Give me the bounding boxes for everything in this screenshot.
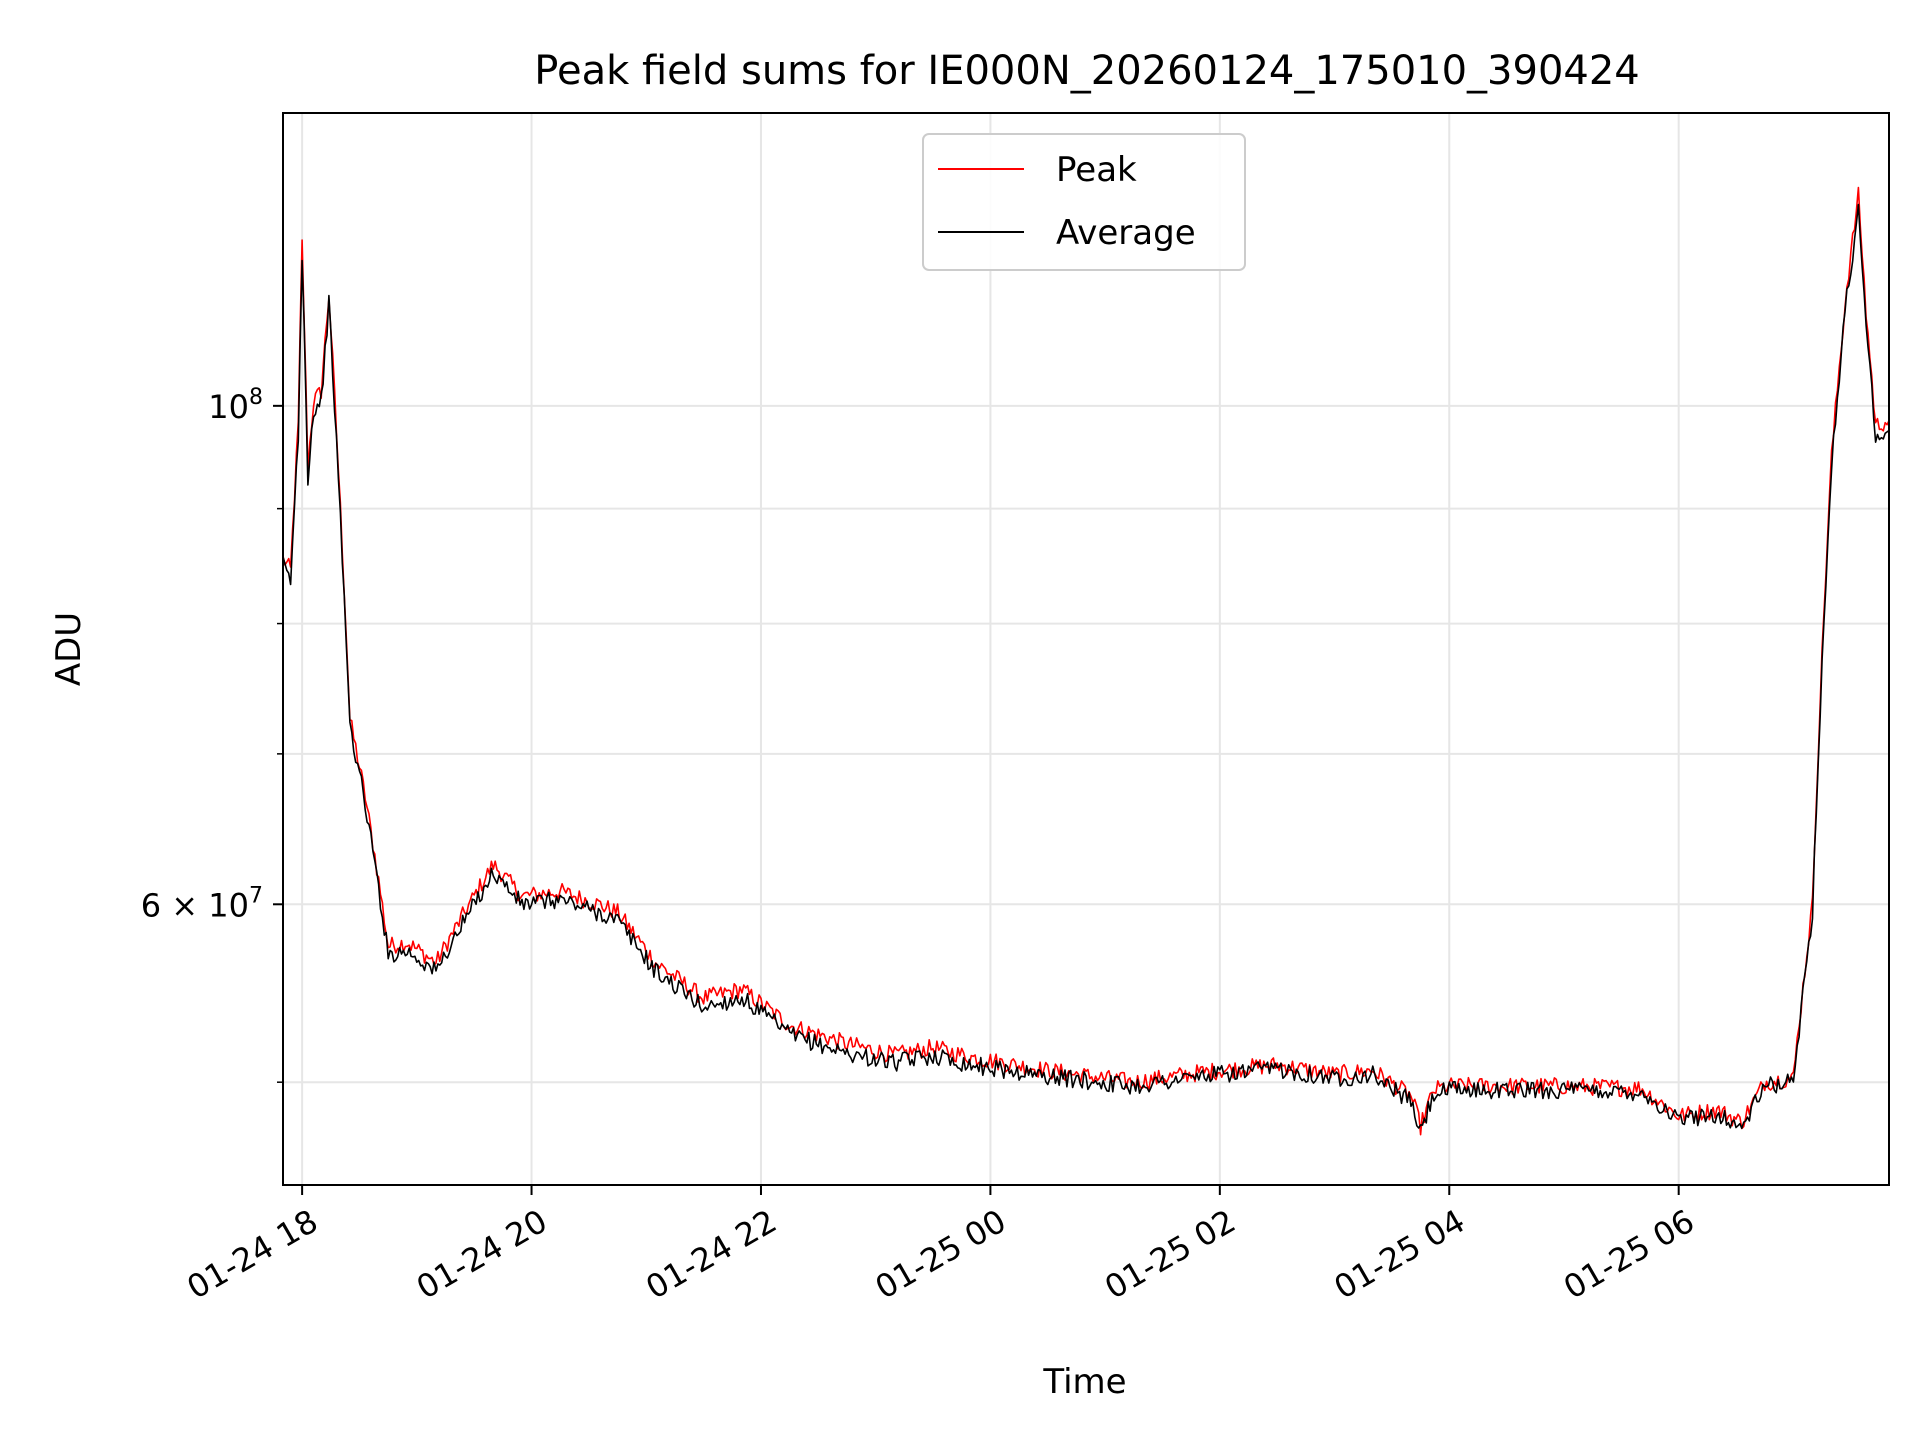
series-line-peak <box>282 186 1890 1136</box>
plot-frame <box>282 112 1890 1186</box>
x-axis-label: Time <box>1042 1362 1126 1402</box>
y-tick-label-base: 6 × 10 <box>141 886 249 924</box>
series-line-average <box>282 203 1890 1130</box>
y-tick-label: 108 <box>208 385 263 426</box>
y-tick-label: 6 × 107 <box>141 883 263 924</box>
chart-title: Peak field sums for IE000N_20260124_1750… <box>534 48 1639 94</box>
y-axis-label: ADU <box>49 612 89 686</box>
y-tick-label-base: 10 <box>208 388 249 426</box>
legend-label-average: Average <box>1056 213 1196 253</box>
y-tick-label-exponent: 8 <box>249 385 263 410</box>
series-layer <box>282 186 1890 1136</box>
grid <box>283 113 1889 1185</box>
legend: Peak Average <box>922 133 1246 271</box>
y-tick-label-exponent: 7 <box>249 883 263 908</box>
y-axis: 108 6 × 107 <box>141 385 283 1083</box>
legend-label-peak: Peak <box>1056 150 1137 190</box>
